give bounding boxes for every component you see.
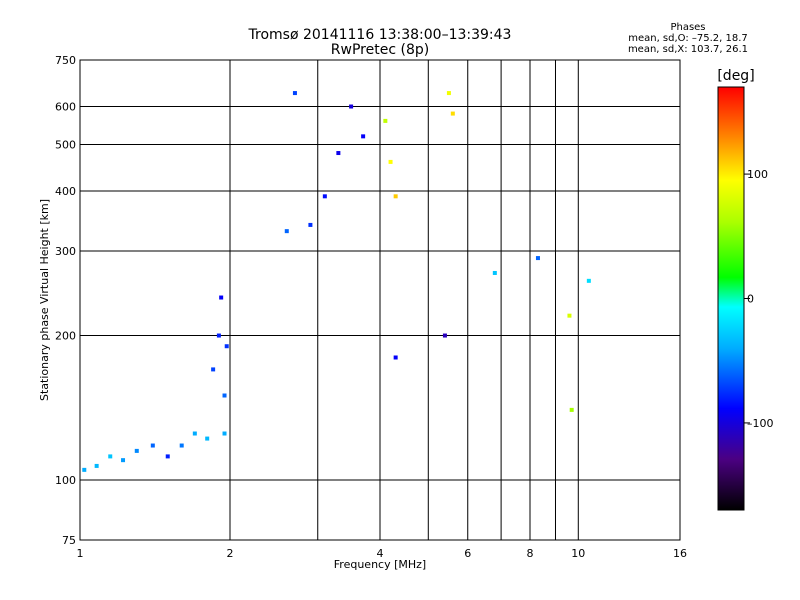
- phase-stats-o-mode: mean, sd,O: –75.2, 18.7: [628, 33, 748, 44]
- data-point: [134, 448, 139, 453]
- y-tick-label: 300: [55, 245, 76, 258]
- phase-stats: Phases mean, sd,O: –75.2, 18.7 mean, sd,…: [598, 22, 778, 55]
- data-point: [393, 194, 398, 199]
- y-tick-label: 400: [55, 185, 76, 198]
- x-tick-label: 16: [673, 547, 687, 560]
- data-point: [165, 454, 170, 459]
- data-point: [442, 333, 447, 338]
- x-tick-label: 8: [527, 547, 534, 560]
- data-points: [82, 91, 591, 472]
- data-point: [388, 159, 393, 164]
- y-tick-label: 500: [55, 139, 76, 152]
- grid-lines: [80, 60, 680, 540]
- data-point: [569, 407, 574, 412]
- y-tick-label: 100: [55, 474, 76, 487]
- x-tick-label: 6: [464, 547, 471, 560]
- data-point: [216, 333, 221, 338]
- phase-stats-heading: Phases: [670, 22, 706, 33]
- data-point: [567, 313, 572, 318]
- colorbar: [deg] 100 0 –100: [717, 68, 774, 511]
- data-point: [492, 270, 497, 275]
- y-axis-label: Stationary phase Virtual Height [km]: [38, 199, 51, 401]
- data-point: [322, 194, 327, 199]
- data-point: [284, 229, 289, 234]
- data-point: [361, 134, 366, 139]
- y-tick-label: 200: [55, 330, 76, 343]
- colorbar-tick-label: 0: [747, 293, 754, 306]
- chart-title: Tromsø 20141116 13:38:00–13:39:43: [248, 27, 512, 43]
- data-point: [586, 278, 591, 283]
- data-point: [393, 355, 398, 360]
- colorbar-label: [deg]: [717, 68, 754, 84]
- data-point: [82, 467, 87, 472]
- data-point: [349, 104, 354, 109]
- page-title: Tromsø 20141116 13:38:00–13:39:43 RwPret…: [180, 28, 580, 58]
- phase-stats-x-mode: mean, sd,X: 103.7, 26.1: [627, 44, 749, 55]
- plot-frame: [79, 59, 681, 541]
- y-tick-label: 600: [55, 101, 76, 114]
- data-point: [224, 344, 229, 349]
- y-tick-label: 750: [55, 54, 76, 67]
- data-point: [94, 463, 99, 468]
- data-point: [383, 118, 388, 123]
- data-point: [450, 111, 455, 116]
- data-point: [222, 393, 227, 398]
- data-point: [121, 458, 126, 463]
- x-tick-label: 2: [227, 547, 234, 560]
- data-point: [179, 443, 184, 448]
- data-point: [211, 367, 216, 372]
- x-tick-label: 1: [77, 547, 84, 560]
- data-point: [219, 295, 224, 300]
- colorbar-tick-label: –100: [747, 417, 774, 430]
- data-point: [336, 151, 341, 156]
- data-point: [192, 431, 197, 436]
- data-point: [292, 91, 297, 96]
- y-tick-label: 75: [62, 534, 76, 547]
- x-tick-label: 10: [571, 547, 585, 560]
- data-point: [446, 91, 451, 96]
- data-point: [535, 256, 540, 261]
- y-axis-ticks: 75 100 200 300 400 500 600 750: [55, 54, 76, 547]
- x-tick-label: 4: [377, 547, 384, 560]
- x-axis-label: Frequency [MHz]: [334, 558, 426, 571]
- data-point: [308, 222, 313, 227]
- data-point: [222, 431, 227, 436]
- data-point: [205, 436, 210, 441]
- data-point: [150, 443, 155, 448]
- data-point: [108, 454, 113, 459]
- chart-subtitle: RwPretec (8p): [330, 42, 430, 58]
- colorbar-gradient: [717, 86, 745, 511]
- x-axis-ticks: 1 2 4 6 8 10 16: [77, 547, 688, 560]
- colorbar-tick-label: 100: [747, 168, 768, 181]
